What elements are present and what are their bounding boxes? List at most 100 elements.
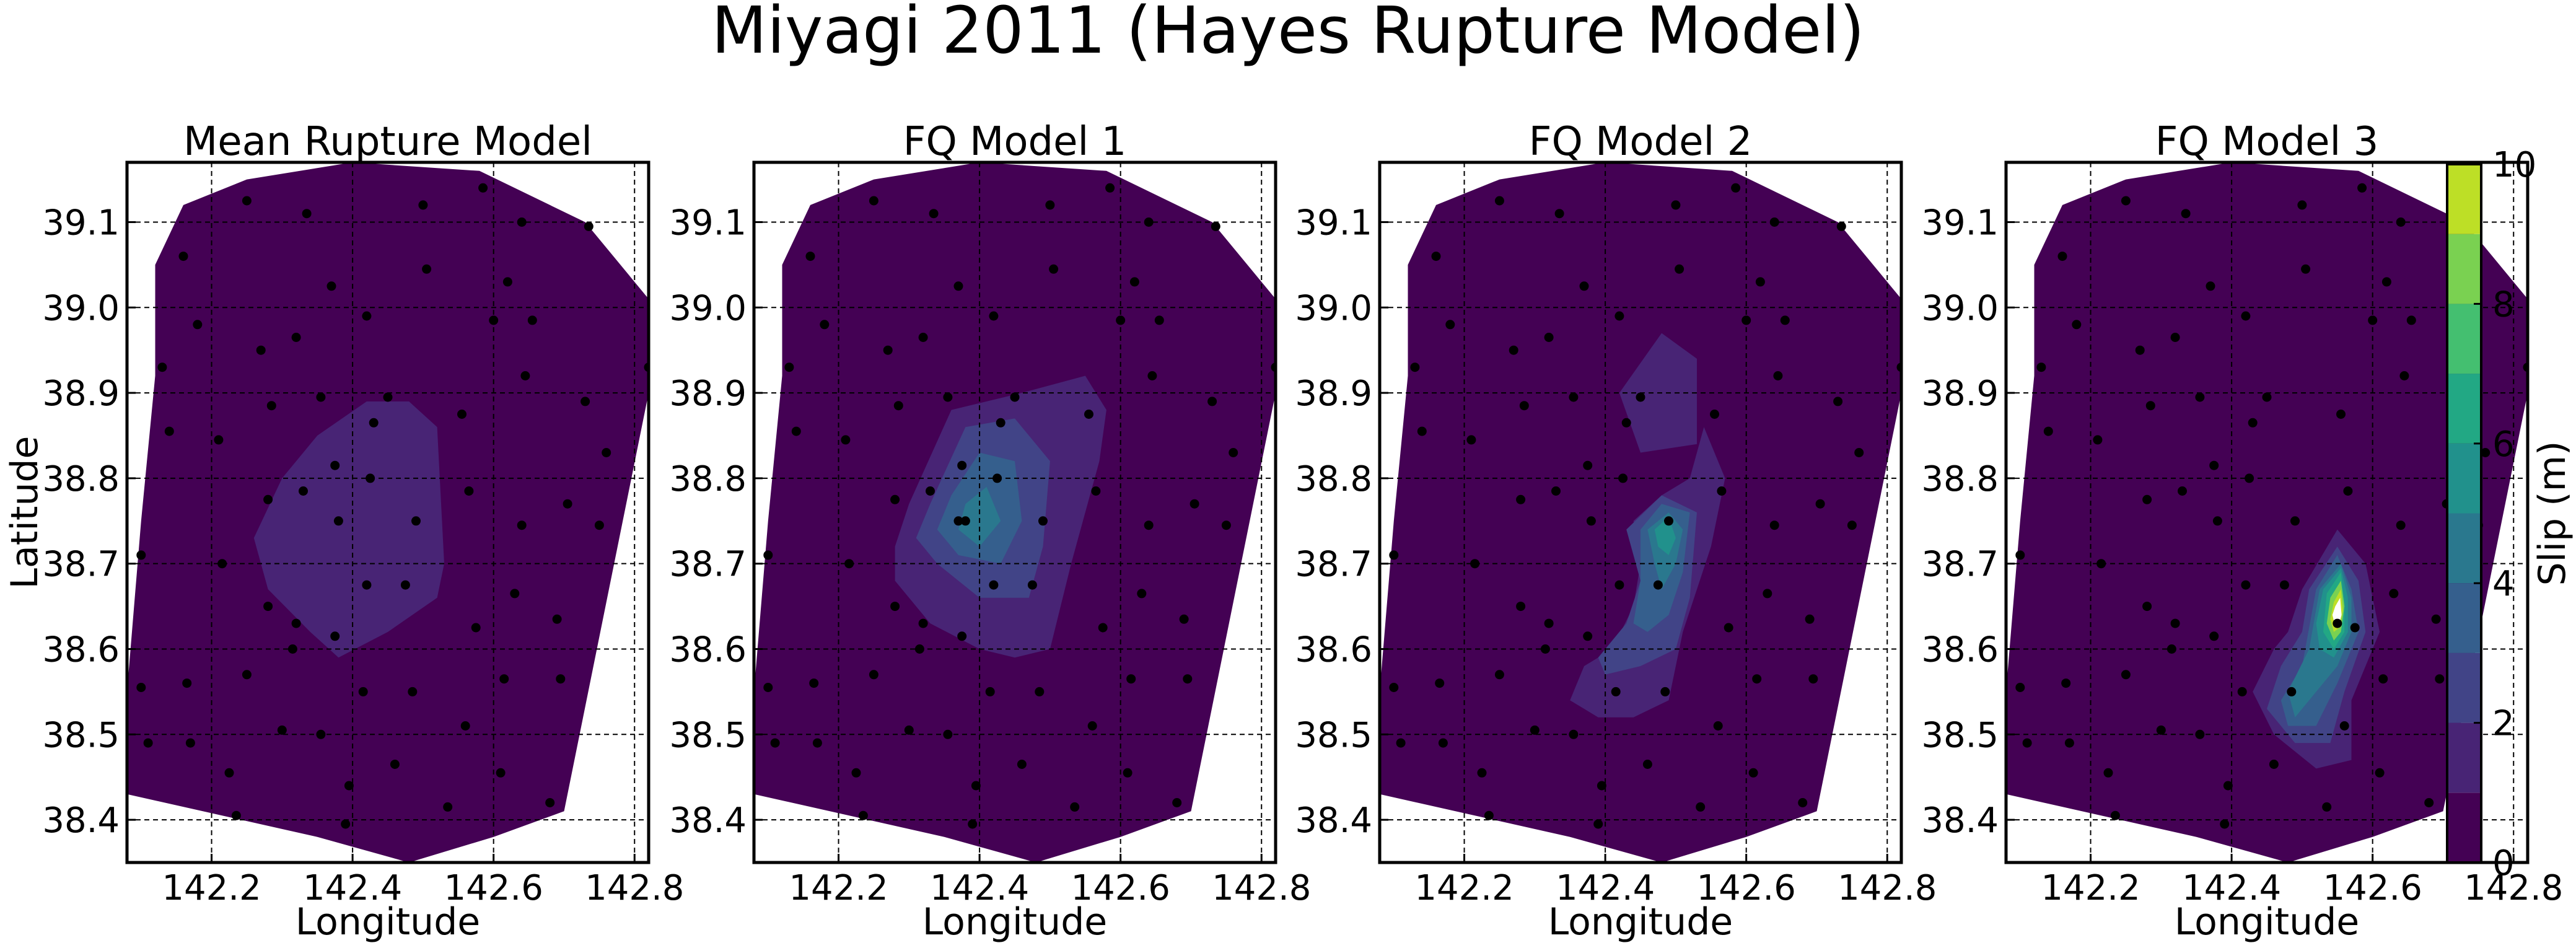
station-point: [2223, 781, 2233, 791]
station-point: [989, 580, 999, 590]
station-point: [2142, 602, 2152, 612]
station-point: [2262, 392, 2272, 402]
station-point: [770, 738, 780, 748]
station-point: [1179, 614, 1189, 624]
station-point: [2248, 418, 2258, 428]
station-point: [242, 670, 252, 680]
station-point: [1798, 798, 1808, 807]
station-point: [1611, 687, 1621, 696]
station-point: [1636, 392, 1645, 402]
station-point: [1755, 277, 1765, 287]
station-point: [2424, 798, 2434, 807]
station-point: [1780, 315, 1790, 325]
y-tick-label: 38.5: [669, 715, 747, 755]
station-point: [2241, 311, 2251, 321]
station-point: [784, 362, 794, 372]
y-tick-label: 38.5: [42, 715, 120, 755]
axes-frame: [2004, 160, 2530, 864]
y-tick-label: 39.0: [42, 288, 120, 328]
y-tick-label: 38.4: [1921, 801, 1999, 841]
station-point: [316, 729, 326, 739]
x-tick-label: 142.4: [1556, 868, 1655, 908]
y-tick-label: 39.1: [42, 203, 120, 243]
panel-4: 142.2 142.4 142.6 142.8 38.4 38.5 38.6 38.7 38.8…: [1921, 119, 2563, 944]
station-point: [556, 674, 566, 684]
station-point: [263, 494, 273, 504]
y-tick-label: 38.4: [1295, 801, 1372, 841]
station-point: [2381, 277, 2391, 287]
station-point: [2142, 494, 2152, 504]
y-tick-label: 39.1: [669, 203, 747, 243]
station-point: [2135, 345, 2145, 355]
colorbar-tick-label: 0: [2492, 843, 2515, 884]
y-tick-label: 38.6: [1295, 630, 1372, 670]
station-point: [1854, 448, 1864, 457]
station-point: [2096, 559, 2106, 569]
x-tick-label: 142.6: [1071, 868, 1170, 908]
station-point: [1579, 281, 1589, 291]
x-tick-label: 142.8: [1838, 868, 1937, 908]
station-point: [918, 618, 928, 628]
station-point: [510, 589, 520, 599]
station-point: [805, 252, 815, 261]
station-point: [1748, 768, 1758, 778]
station-point: [1569, 729, 1579, 739]
y-tick-label: 39.1: [1921, 203, 1999, 243]
station-point: [1154, 315, 1164, 325]
station-point: [869, 196, 878, 206]
station-point: [1731, 183, 1741, 193]
station-point: [1435, 678, 1445, 688]
plot-area: [1380, 162, 1901, 862]
station-point: [1484, 810, 1494, 820]
colorbar-band: [2447, 164, 2481, 234]
station-point: [1045, 200, 1055, 210]
station-point: [2043, 426, 2053, 436]
station-point: [2375, 768, 2385, 778]
plot-area: [2006, 162, 2528, 862]
station-point: [1618, 473, 1628, 483]
station-point: [2110, 810, 2120, 820]
station-point: [1569, 392, 1579, 402]
colorbar-tick-label: 4: [2492, 564, 2515, 604]
station-point: [869, 670, 878, 680]
station-point: [1614, 580, 1624, 590]
station-point: [1773, 371, 1783, 380]
station-point: [2178, 486, 2187, 496]
station-point: [408, 687, 418, 696]
y-tick-label: 38.8: [1921, 459, 1999, 499]
station-point: [344, 781, 354, 791]
station-point: [1389, 550, 1399, 560]
station-point: [242, 196, 252, 206]
station-point: [2297, 200, 2307, 210]
x-tick-label: 142.2: [1414, 868, 1514, 908]
station-point: [1614, 311, 1624, 321]
station-point: [602, 448, 611, 457]
station-point: [2339, 721, 2349, 731]
colorbar-label: Slip (m): [2531, 441, 2574, 586]
station-point: [1010, 392, 1020, 402]
station-point: [791, 426, 801, 436]
station-point: [1137, 589, 1147, 599]
axes-frame: [1378, 160, 1903, 864]
station-point: [2195, 392, 2205, 402]
station-point: [1027, 580, 1037, 590]
station-point: [299, 486, 308, 496]
station-point: [943, 392, 953, 402]
station-point: [968, 819, 978, 829]
station-point: [1123, 768, 1132, 778]
station-point: [2061, 678, 2071, 688]
station-point: [552, 614, 562, 624]
station-point: [809, 678, 819, 688]
station-point: [2389, 589, 2399, 599]
x-axis-label: Longitude: [2175, 900, 2359, 944]
y-tick-label: 38.6: [1921, 630, 1999, 670]
station-point: [164, 426, 174, 436]
station-point: [1438, 738, 1448, 748]
station-point: [812, 738, 822, 748]
station-point: [330, 460, 340, 470]
station-point: [1129, 277, 1139, 287]
station-point: [1769, 217, 1779, 227]
station-point: [1769, 520, 1779, 530]
station-point: [904, 725, 914, 735]
